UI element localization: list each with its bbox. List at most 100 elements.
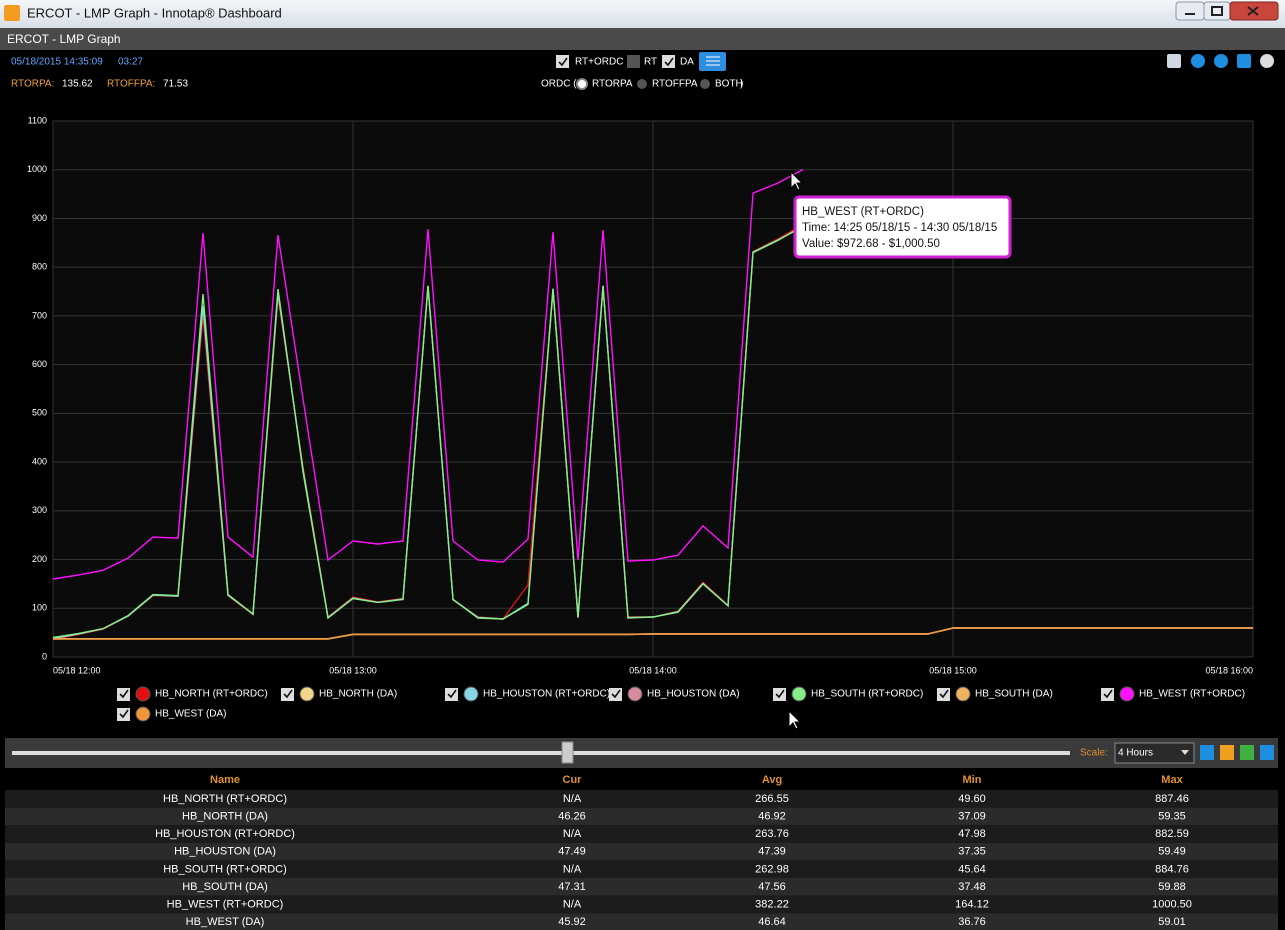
column-header: Name bbox=[210, 774, 240, 786]
table-row bbox=[5, 860, 1278, 878]
table-cell: 47.49 bbox=[558, 846, 586, 858]
legend-checkbox[interactable] bbox=[1101, 688, 1114, 701]
column-header: Min bbox=[963, 774, 982, 786]
table-row bbox=[5, 878, 1278, 896]
y-tick-label: 500 bbox=[32, 408, 47, 418]
sound-icon[interactable] bbox=[1214, 54, 1228, 68]
legend-swatch bbox=[627, 686, 643, 702]
legend-checkbox[interactable] bbox=[281, 688, 294, 701]
rtorpa-value: 135.62 bbox=[62, 79, 93, 90]
select-arrow bbox=[1181, 750, 1189, 755]
checkbox[interactable] bbox=[627, 55, 640, 68]
legend-swatch bbox=[135, 706, 151, 722]
title-bar bbox=[0, 0, 1285, 28]
legend-swatch bbox=[299, 686, 315, 702]
y-tick-label: 700 bbox=[32, 310, 47, 320]
legend-checkbox[interactable] bbox=[609, 688, 622, 701]
x-tick-label: 05/18 15:00 bbox=[929, 665, 977, 675]
list-icon bbox=[706, 56, 720, 66]
legend: HB_NORTH (RT+ORDC) HB_NORTH (DA) HB_HOUSTO… bbox=[117, 686, 1245, 722]
legend-checkbox[interactable] bbox=[773, 688, 786, 701]
legend-checkbox[interactable] bbox=[937, 688, 950, 701]
table-cell: 36.76 bbox=[958, 916, 986, 928]
toggle-label: RT+ORDC bbox=[575, 57, 623, 68]
y-tick-label: 100 bbox=[32, 603, 47, 613]
table-cell: 46.64 bbox=[758, 916, 786, 928]
legend-checkbox[interactable] bbox=[117, 708, 130, 721]
legend-check bbox=[283, 689, 293, 699]
table-row bbox=[5, 913, 1278, 930]
table-header bbox=[5, 770, 1278, 789]
checkbox[interactable] bbox=[556, 55, 569, 68]
tool-button[interactable] bbox=[1220, 745, 1234, 760]
table-cell: 59.88 bbox=[1158, 881, 1186, 893]
radio[interactable] bbox=[700, 79, 710, 89]
tooltip-title: HB_WEST (RT+ORDC) bbox=[802, 206, 924, 218]
tool-button[interactable] bbox=[1260, 745, 1274, 760]
slider-track[interactable] bbox=[12, 751, 1070, 755]
y-tick-label: 600 bbox=[32, 359, 47, 369]
zoom-icon[interactable] bbox=[1167, 54, 1181, 68]
rtorpa-label: RTORPA: bbox=[11, 79, 54, 90]
table-row bbox=[5, 790, 1278, 808]
legend-check bbox=[447, 689, 457, 699]
column-header: Max bbox=[1161, 774, 1183, 786]
table-cell: 46.26 bbox=[558, 811, 586, 823]
legend-label: HB_HOUSTON (RT+ORDC) bbox=[483, 689, 610, 700]
checkbox[interactable] bbox=[662, 55, 675, 68]
y-tick-label: 1000 bbox=[27, 164, 47, 174]
legend-checkbox[interactable] bbox=[445, 688, 458, 701]
tool-button[interactable] bbox=[1240, 745, 1254, 760]
y-tick-label: 400 bbox=[32, 456, 47, 466]
table-cell: 46.92 bbox=[758, 811, 786, 823]
minimize-button[interactable] bbox=[1175, 1, 1205, 21]
grid: 0 100 200 300 400 500 600 700 800 900 1000 1100 05/1… bbox=[27, 115, 1254, 675]
legend-checkbox[interactable] bbox=[117, 688, 130, 701]
y-tick-label: 0 bbox=[42, 651, 47, 661]
rtoffpa-label: RTOFFPA: bbox=[107, 79, 155, 90]
table-cell: HB_SOUTH (RT+ORDC) bbox=[163, 863, 287, 875]
tool-button[interactable] bbox=[1200, 745, 1214, 760]
scale-select[interactable] bbox=[1114, 742, 1195, 764]
y-tick-label: 200 bbox=[32, 554, 47, 564]
legend-check bbox=[119, 709, 129, 719]
panel-title-bar bbox=[0, 28, 1285, 50]
x-tick-label: 05/18 13:00 bbox=[329, 665, 377, 675]
x-tick-label: 05/18 16:00 bbox=[1205, 665, 1253, 675]
toggle-label: RT bbox=[644, 57, 657, 68]
table-cell: 47.98 bbox=[958, 828, 986, 840]
toolbar bbox=[1167, 54, 1274, 68]
window-button-icons bbox=[1185, 6, 1259, 16]
ordc-option: BOTH bbox=[715, 79, 743, 90]
radio[interactable] bbox=[637, 79, 647, 89]
scale-value: 4 Hours bbox=[1118, 748, 1153, 759]
table-cell: 262.98 bbox=[755, 863, 789, 875]
radio-selected[interactable] bbox=[576, 78, 588, 90]
table: Name Cur Avg Min Max HB_NORTH (RT+ORDC) N/A 266… bbox=[5, 770, 1278, 930]
table-cell: N/A bbox=[563, 899, 582, 911]
legend-check bbox=[939, 689, 949, 699]
cursor bbox=[790, 170, 804, 191]
forward-icon[interactable] bbox=[1191, 54, 1205, 68]
table-cell: 164.12 bbox=[955, 899, 989, 911]
table-cell: 37.35 bbox=[958, 846, 986, 858]
cursor bbox=[788, 709, 802, 730]
x-tick-label: 05/18 12:00 bbox=[53, 665, 101, 675]
scale-label: Scale: bbox=[1080, 748, 1108, 759]
countdown: 03:27 bbox=[118, 57, 143, 68]
app-icon bbox=[4, 5, 20, 21]
rtoffpa-value: 71.53 bbox=[163, 79, 188, 90]
save-icon[interactable] bbox=[1237, 54, 1251, 68]
table-cell: 45.64 bbox=[958, 863, 986, 875]
table-row bbox=[5, 895, 1278, 914]
table-cell: HB_HOUSTON (DA) bbox=[174, 846, 276, 858]
slider-thumb[interactable] bbox=[561, 741, 574, 764]
settings-icon[interactable] bbox=[1260, 54, 1274, 68]
table-cell: 266.55 bbox=[755, 793, 789, 805]
tooltip-value: Value: $972.68 - $1,000.50 bbox=[802, 238, 940, 250]
table-cell: N/A bbox=[563, 863, 582, 875]
table-cell: 263.76 bbox=[755, 828, 789, 840]
maximize-button[interactable] bbox=[1203, 1, 1231, 21]
table-cell: 59.35 bbox=[1158, 811, 1186, 823]
